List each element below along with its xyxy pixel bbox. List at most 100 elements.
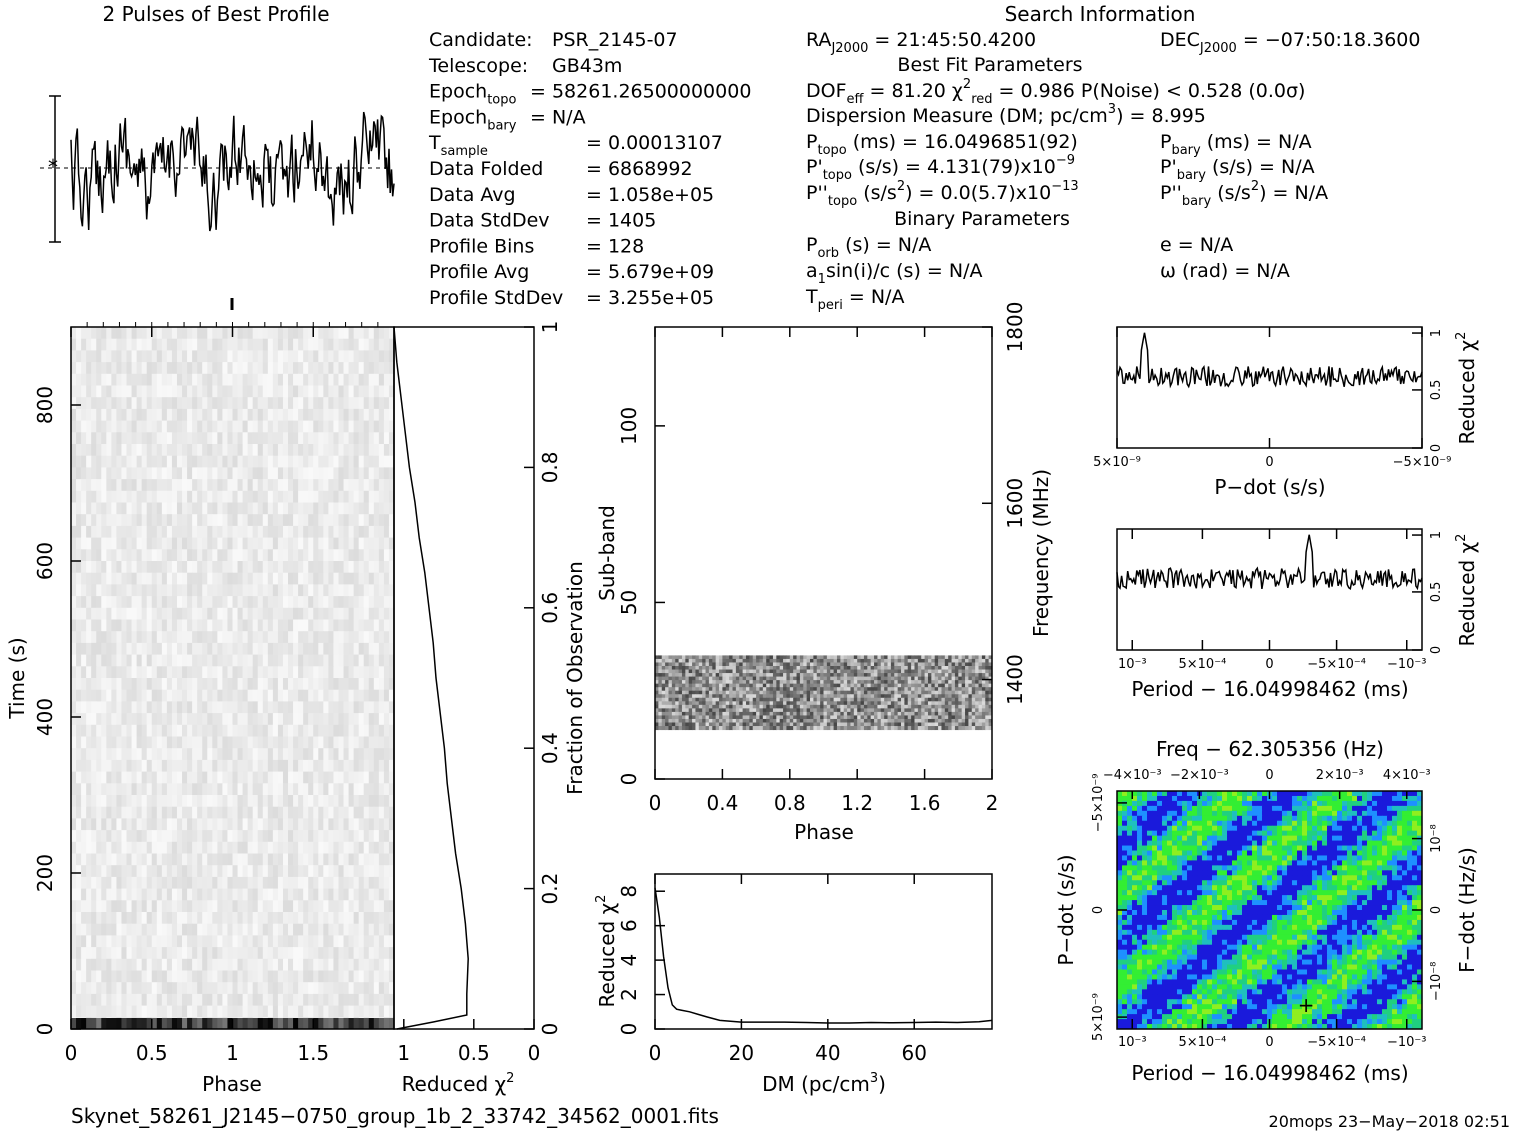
axis-tick-label: 0 bbox=[65, 1041, 78, 1065]
e-line: e = N/A bbox=[1160, 234, 1233, 256]
footer-stamp: 20mops 23−May−2018 02:51 bbox=[1269, 1112, 1510, 1131]
pbary-line: Pbary (ms) = N/A bbox=[1160, 131, 1312, 158]
axis-tick-label: 0 bbox=[1265, 768, 1273, 783]
profile-line bbox=[70, 111, 395, 232]
pdot-xlabel: P−dot (s/s) bbox=[1214, 475, 1325, 499]
footer-filename: Skynet_58261_J2145−0750_group_1b_2_33742… bbox=[71, 1104, 719, 1128]
ppdot-ylabel: P−dot (s/s) bbox=[1054, 854, 1078, 965]
info-left-value: = 1.058e+05 bbox=[586, 184, 714, 206]
time-phase-xlabel: Phase bbox=[202, 1072, 262, 1096]
info-left-label: Data Avg bbox=[429, 184, 516, 206]
axis-tick-label: 1.2 bbox=[841, 791, 873, 815]
axis-tick-label: 0 bbox=[1429, 906, 1444, 914]
axis-tick-label: −5×10⁻⁴ bbox=[1307, 1035, 1366, 1050]
axis-tick-label: 0 bbox=[1429, 646, 1444, 654]
pdot-bary-line: P'bary (s/s) = N/A bbox=[1160, 156, 1315, 183]
axis-tick-label: 0 bbox=[1091, 906, 1106, 914]
axis-tick-label: 1 bbox=[397, 1041, 410, 1065]
info-left-value: = 5.679e+09 bbox=[586, 261, 714, 283]
info-left-label: Candidate: bbox=[429, 29, 533, 51]
info-right-block: RAJ2000 = 21:45:50.4200 DECJ2000 = −07:50… bbox=[805, 29, 1420, 313]
axis-tick-label: 20 bbox=[729, 1041, 754, 1065]
axis-tick-label: 400 bbox=[33, 698, 57, 736]
ra-line: RAJ2000 = 21:45:50.4200 bbox=[806, 29, 1036, 56]
axis-tick-label: 0.2 bbox=[538, 873, 562, 905]
period-panel: 10⁻³ 5×10⁻⁴ 0 −5×10⁻⁴ −10⁻³00.51 Period − 16… bbox=[1116, 528, 1479, 701]
axis-tick-label: 1.6 bbox=[909, 791, 941, 815]
axis-tick-label: 50 bbox=[617, 590, 641, 615]
pdot-ylabel: Reduced χ2 bbox=[1454, 332, 1479, 445]
axis-tick-label: 0.8 bbox=[774, 791, 806, 815]
axis-tick-label: 5×10⁻⁴ bbox=[1179, 1035, 1227, 1050]
binary-title: Binary Parameters bbox=[894, 208, 1070, 230]
axis-tick-label: 800 bbox=[33, 386, 57, 424]
info-left-label: Profile Avg bbox=[429, 261, 529, 283]
chi2-time-ylabel: Fraction of Observation bbox=[563, 561, 587, 795]
ppdot-xlabel: Period − 16.04998462 (ms) bbox=[1131, 1061, 1408, 1085]
info-left-label: Data Folded bbox=[429, 158, 543, 180]
ppdot-title: Freq − 62.305356 (Hz) bbox=[1156, 737, 1384, 761]
period-xlabel: Period − 16.04998462 (ms) bbox=[1131, 677, 1408, 701]
subband-ylabel: Sub-band bbox=[595, 505, 619, 601]
axis-tick-label: 40 bbox=[815, 1041, 840, 1065]
info-left-value: = 0.00013107 bbox=[586, 132, 723, 154]
axis-tick-label: 1800 bbox=[1003, 302, 1027, 353]
axis-tick-label: 5×10⁻⁹ bbox=[1093, 455, 1141, 470]
info-left-label: Epochbary bbox=[429, 106, 517, 133]
axis-tick-label: −5×10⁻⁴ bbox=[1307, 657, 1366, 672]
info-left-label: Tsample bbox=[428, 132, 488, 159]
dm-curve-line bbox=[654, 887, 993, 1024]
info-left-label: Telescope: bbox=[428, 55, 528, 77]
axis-tick-label: 2 bbox=[617, 988, 641, 1001]
axis-tick-label: 0 bbox=[1265, 455, 1273, 470]
chi2-time-xlabel: Reduced χ2 bbox=[402, 1071, 515, 1096]
tperi-line: Tperi = N/A bbox=[805, 286, 904, 313]
axis-tick-label: 0.4 bbox=[538, 732, 562, 764]
pddot-bary-line: P''bary (s/s2) = N/A bbox=[1160, 179, 1328, 209]
info-left-value: = 128 bbox=[586, 235, 644, 257]
axis-tick-label: 600 bbox=[33, 542, 57, 580]
dm-panel: 0 20 40 60 0 2 4 6 8 DM (pc/cm3) Reduced χ2 bbox=[594, 873, 993, 1096]
info-left-value: PSR_2145-07 bbox=[552, 29, 678, 51]
info-left-value: = 6868992 bbox=[586, 158, 693, 180]
info-left-value: = 58261.26500000000 bbox=[530, 81, 751, 103]
axis-tick-label: 0.5 bbox=[1429, 582, 1444, 603]
axis-tick-label: 0 bbox=[617, 1023, 641, 1036]
dm-ylabel: Reduced χ2 bbox=[594, 895, 619, 1008]
time-phase-panel: 0 0.5 1 1.5 0 200 400 600 800 Phase Time (s) bbox=[5, 298, 395, 1096]
axis-tick-label: 0 bbox=[649, 791, 662, 815]
chi2-time-panel: 1 0.5 0 0 0.2 0.4 0.6 0.8 1 Reduced χ2 Fraction … bbox=[393, 321, 587, 1096]
axis-tick-label: 2×10⁻³ bbox=[1316, 768, 1364, 783]
info-left-block: Candidate: PSR_2145-07 Telescope: GB43m Epoc… bbox=[428, 29, 751, 309]
axis-tick-label: 200 bbox=[33, 854, 57, 892]
subband-ylabel-right: Frequency (MHz) bbox=[1029, 469, 1053, 637]
axis-tick-label: 0 bbox=[649, 1041, 662, 1065]
a1sini-line: a1sin(i)/c (s) = N/A bbox=[806, 260, 982, 287]
subband-xlabel: Phase bbox=[794, 820, 854, 844]
dm-xlabel: DM (pc/cm3) bbox=[762, 1071, 886, 1096]
axis-tick-label: 0 bbox=[538, 1023, 562, 1036]
profile-plot: * bbox=[40, 95, 395, 243]
axis-tick-label: −2×10⁻³ bbox=[1170, 768, 1229, 783]
axis-tick-label: 1 bbox=[1429, 329, 1444, 337]
axis-tick-label: 60 bbox=[902, 1041, 927, 1065]
axis-tick-label: 1.5 bbox=[297, 1041, 329, 1065]
info-left-label: Data StdDev bbox=[429, 210, 550, 232]
axis-tick-label: 8 bbox=[617, 885, 641, 898]
axis-tick-label: 4×10⁻³ bbox=[1383, 768, 1431, 783]
axis-tick-label: −5×10⁻⁹ bbox=[1091, 774, 1106, 833]
dec-line: DECJ2000 = −07:50:18.3600 bbox=[1160, 29, 1420, 56]
ppdot-ylabel-right: F−dot (Hz/s) bbox=[1455, 847, 1479, 973]
subband-heatmap bbox=[655, 655, 993, 731]
profile-errorbar-marker: * bbox=[48, 155, 58, 179]
axis-tick-label: 2 bbox=[986, 791, 999, 815]
axis-tick-label: −10⁻³ bbox=[1387, 1035, 1427, 1050]
info-left-value: = 1405 bbox=[586, 210, 656, 232]
p-pdot-heatmap bbox=[1117, 791, 1423, 1030]
axis-tick-label: 0.5 bbox=[1429, 380, 1444, 401]
info-left-label: Profile Bins bbox=[429, 235, 534, 257]
axis-tick-label: 100 bbox=[617, 407, 641, 445]
info-left-label: Profile StdDev bbox=[429, 287, 563, 309]
axis-tick-label: 0 bbox=[1265, 657, 1273, 672]
